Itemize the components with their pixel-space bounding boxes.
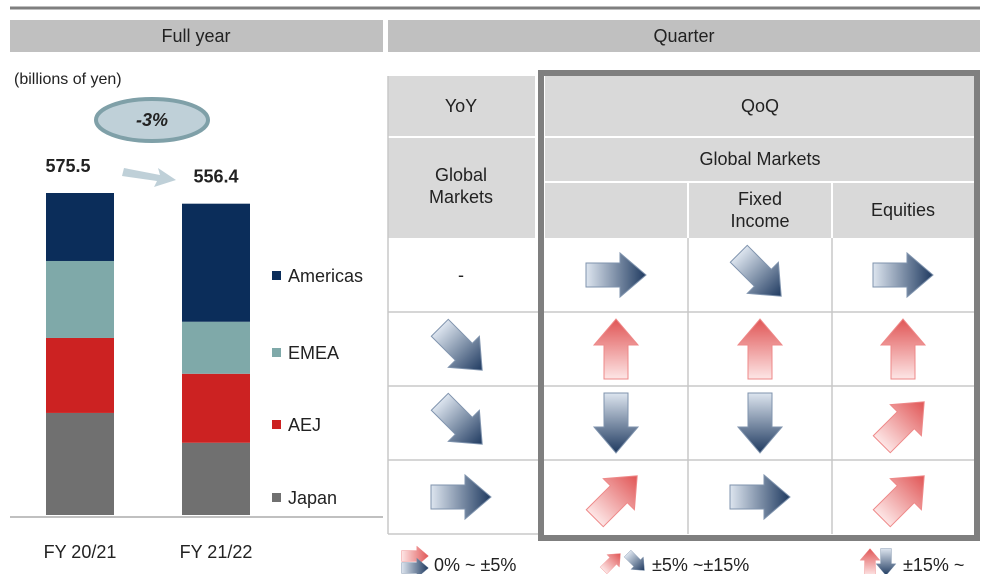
bar-segment [46,260,114,338]
bar-segment [46,193,114,261]
legend-1: 0% ~ ±5% [434,555,516,574]
col-equities: Equities [871,200,935,220]
trend-arrow [872,251,934,299]
trend-arrow [592,318,640,380]
legend-label: EMEA [288,343,339,363]
trend-arrow [729,244,782,297]
empty-cell: - [458,265,464,285]
bar-segment [182,442,250,515]
header-left-bg [10,20,383,52]
trend-arrow [430,473,492,521]
trend-arrow [729,473,791,521]
trend-arrow [872,475,925,528]
legend-swatch [272,420,281,429]
legend-label: Americas [288,266,363,286]
table-lines [387,76,975,535]
header-right: Quarter [653,26,714,46]
yoy-sub: Global Markets [428,165,493,207]
bar-segment [182,203,250,322]
trend-arrow [879,318,927,380]
yoy-head: YoY [445,96,477,116]
yoy-head-bg [388,76,535,136]
qoq-frame [538,70,980,541]
total-label: 556.4 [193,166,238,186]
change-label: -3% [136,110,168,130]
trend-arrow [430,392,483,445]
eq-cell-bg [833,183,975,238]
bar-segment [182,373,250,443]
total-label: 575.5 [45,156,90,176]
trend-arrow [623,549,645,571]
qoq-head: QoQ [741,96,779,116]
trend-arrow [872,401,925,454]
trend-arrow [736,392,784,454]
legend-swatch [272,348,281,357]
col-fixed-income: Fixed Income [730,189,790,231]
bar-segment [46,337,114,413]
trend-arrow [401,557,429,579]
legend-swatch [272,493,281,502]
trend-arrow [859,548,881,576]
qoq-sub-bg [545,138,975,181]
trend-arrow [736,318,784,380]
legend-3: ±15% ~ [903,555,964,574]
unit-label: (billions of yen) [14,71,122,88]
legend-label: AEJ [288,415,321,435]
header-left: Full year [161,26,230,46]
bar-segment [46,412,114,515]
trend-arrow [430,318,483,371]
qoq-sub: Global Markets [699,149,820,169]
fi-cell-bg [689,183,831,238]
trend-arrow [592,392,640,454]
change-arrow [122,168,176,187]
x-tick-label: FY 21/22 [180,542,253,562]
trend-arrow [585,251,647,299]
legend-2: ±5% ~±15% [652,555,749,574]
qoq-head-bg [545,76,975,136]
change-oval [94,97,210,143]
yoy-sub-bg [388,138,535,238]
header-right-bg [388,20,980,52]
x-tick-label: FY 20/21 [44,542,117,562]
gm-cell-bg [545,183,687,238]
trend-arrow [599,553,621,575]
legend-swatch [272,271,281,280]
trend-arrow [585,475,638,528]
bar-segment [182,321,250,374]
trend-arrow [401,545,429,567]
trend-arrow [875,548,897,576]
legend-label: Japan [288,488,337,508]
